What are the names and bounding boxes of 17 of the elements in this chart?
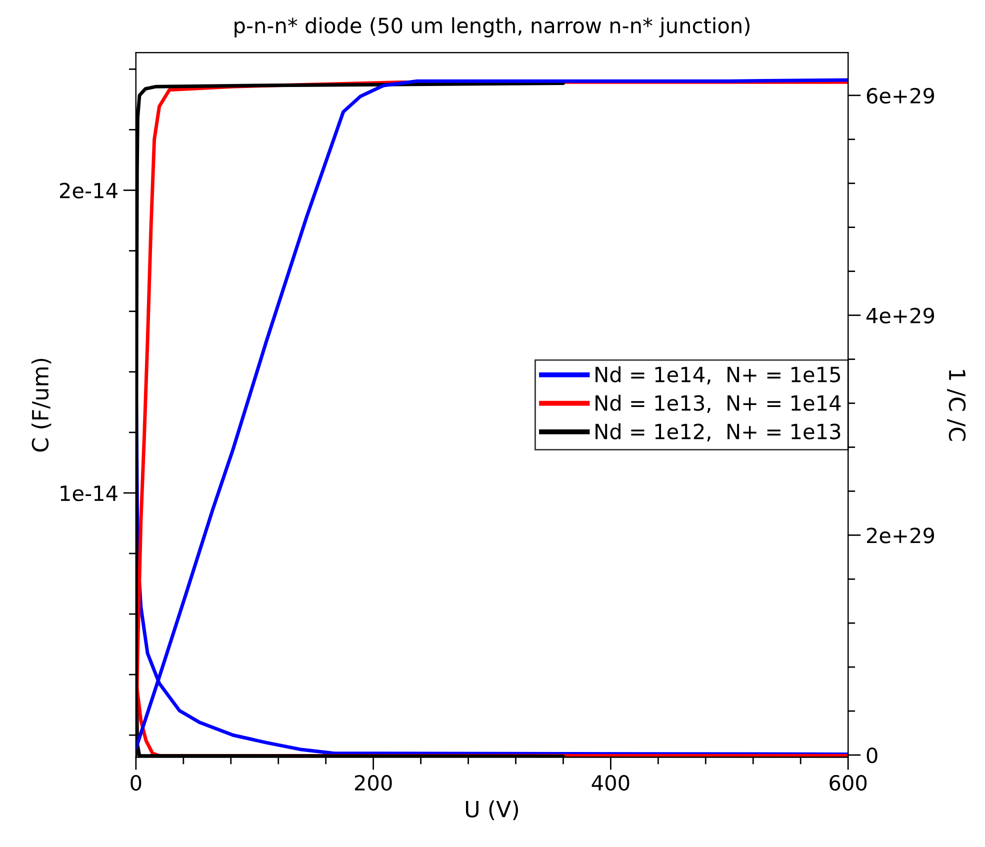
y-tick-label: 1e-14 [60,486,118,502]
x-tick-label: 400 [592,774,630,791]
y2-tick-label: 0 [866,747,878,764]
y-tick-label: 2e-14 [60,182,118,198]
legend-label: Nd = 1e14, N+ = 1e15 [596,366,840,385]
y2-axis-title: 1 /C /C [947,370,966,441]
y2-tick-label: 4e+29 [866,308,934,324]
legend-label: Nd = 1e12, N+ = 1e13 [596,423,840,442]
x-tick-label: 0 [130,774,142,791]
chart-title: p-n-n* diode (50 um length, narrow n-n* junction) [234,17,750,38]
y2-tick-label: 6e+29 [866,88,934,104]
y-axis-title: C (F/um) [31,358,52,452]
x-axis-title: U (V) [466,800,518,820]
x-tick-label: 200 [354,774,392,791]
x-tick-label: 600 [830,774,867,791]
legend-label: Nd = 1e13, N+ = 1e14 [596,394,841,414]
y2-tick-label: 2e+29 [866,528,934,544]
